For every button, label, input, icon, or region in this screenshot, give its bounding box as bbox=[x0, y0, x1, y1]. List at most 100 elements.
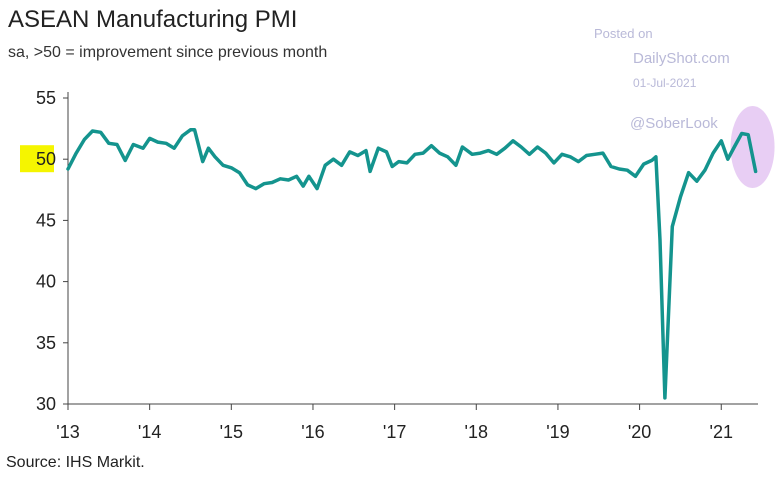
y-tick-label-45: 45 bbox=[36, 210, 56, 230]
x-tick-label-2016: '16 bbox=[301, 422, 324, 442]
data-point-49 bbox=[446, 155, 449, 158]
data-point-78 bbox=[671, 225, 674, 228]
data-point-69 bbox=[609, 165, 613, 168]
data-point-55 bbox=[495, 153, 498, 156]
data-point-84 bbox=[720, 139, 723, 143]
data-point-38 bbox=[364, 149, 368, 152]
data-point-47 bbox=[430, 144, 433, 147]
data-point-3 bbox=[91, 129, 94, 133]
data-point-60 bbox=[536, 145, 539, 149]
y-tick-highlight-50 bbox=[20, 145, 54, 173]
x-tick-label-2019: '19 bbox=[546, 422, 569, 442]
data-point-43 bbox=[397, 160, 400, 163]
data-point-22 bbox=[238, 171, 241, 174]
data-point-33 bbox=[324, 164, 327, 167]
data-point-6 bbox=[115, 143, 119, 146]
data-point-25 bbox=[262, 182, 266, 185]
data-point-73 bbox=[642, 162, 645, 166]
x-tick-label-2017: '17 bbox=[383, 422, 406, 442]
data-point-35 bbox=[340, 164, 343, 167]
data-point-11 bbox=[156, 140, 160, 144]
data-point-57 bbox=[511, 139, 515, 143]
data-point-66 bbox=[585, 154, 588, 157]
y-tick-label-55: 55 bbox=[36, 88, 56, 108]
data-point-64 bbox=[568, 155, 572, 158]
data-point-19 bbox=[213, 155, 217, 158]
data-point-54 bbox=[487, 149, 490, 152]
data-point-83 bbox=[711, 151, 715, 155]
data-point-29 bbox=[295, 175, 298, 178]
chart-title: ASEAN Manufacturing PMI bbox=[8, 6, 298, 33]
data-point-85 bbox=[726, 158, 729, 161]
data-point-32 bbox=[315, 187, 319, 190]
data-point-16 bbox=[193, 128, 196, 132]
data-point-17 bbox=[201, 160, 204, 163]
data-point-5 bbox=[107, 142, 111, 145]
data-point-18 bbox=[207, 146, 210, 150]
data-point-87 bbox=[740, 132, 743, 135]
data-point-88 bbox=[747, 133, 750, 136]
data-point-37 bbox=[356, 154, 360, 157]
data-point-80 bbox=[687, 171, 690, 174]
data-point-79 bbox=[679, 195, 682, 199]
data-point-20 bbox=[221, 164, 225, 167]
data-point-52 bbox=[471, 153, 474, 156]
data-point-14 bbox=[181, 134, 184, 138]
data-point-74 bbox=[650, 159, 654, 162]
data-point-2 bbox=[83, 138, 86, 141]
data-point-65 bbox=[577, 160, 580, 163]
data-point-71 bbox=[626, 169, 629, 172]
latest-highlight-ellipse bbox=[730, 105, 775, 188]
data-point-26 bbox=[270, 181, 274, 184]
watermark-site: DailyShot.com bbox=[633, 50, 730, 67]
data-point-56 bbox=[503, 146, 507, 150]
watermark-posted-on: Posted on bbox=[594, 26, 653, 41]
y-tick-label-35: 35 bbox=[36, 333, 56, 353]
data-point-39 bbox=[368, 170, 372, 173]
data-point-10 bbox=[148, 137, 151, 140]
data-point-24 bbox=[254, 187, 258, 190]
data-point-1 bbox=[74, 151, 78, 155]
data-point-51 bbox=[461, 145, 464, 149]
watermark-date: 01-Jul-2021 bbox=[633, 76, 697, 90]
data-point-42 bbox=[390, 165, 394, 168]
x-tick-label-2013: '13 bbox=[56, 422, 79, 442]
data-point-46 bbox=[422, 151, 425, 155]
data-point-59 bbox=[528, 153, 531, 156]
data-point-0 bbox=[66, 167, 70, 171]
data-point-31 bbox=[307, 175, 311, 178]
data-point-67 bbox=[593, 153, 596, 156]
data-point-45 bbox=[413, 153, 417, 156]
data-point-75 bbox=[654, 155, 658, 158]
data-point-9 bbox=[141, 146, 145, 150]
chart-source: Source: IHS Markit. bbox=[6, 454, 145, 471]
x-tick-label-2021: '21 bbox=[710, 422, 733, 442]
data-point-89 bbox=[754, 170, 757, 173]
data-point-50 bbox=[454, 164, 458, 167]
data-point-44 bbox=[405, 161, 409, 165]
series-line-0 bbox=[66, 128, 758, 400]
data-point-40 bbox=[377, 146, 380, 150]
data-point-72 bbox=[634, 175, 637, 178]
data-point-34 bbox=[332, 158, 335, 161]
data-point-4 bbox=[99, 131, 102, 134]
data-point-63 bbox=[560, 153, 564, 156]
data-point-7 bbox=[123, 159, 127, 162]
data-point-68 bbox=[601, 151, 605, 155]
data-point-48 bbox=[438, 151, 441, 155]
data-point-41 bbox=[385, 150, 388, 154]
data-point-23 bbox=[246, 183, 249, 187]
data-point-70 bbox=[617, 167, 621, 171]
x-tick-label-2020: '20 bbox=[628, 422, 651, 442]
data-point-81 bbox=[695, 180, 698, 183]
data-point-36 bbox=[348, 150, 351, 154]
data-point-15 bbox=[189, 128, 192, 132]
data-point-62 bbox=[552, 161, 556, 165]
y-tick-label-40: 40 bbox=[36, 272, 56, 292]
data-point-27 bbox=[279, 177, 282, 180]
data-point-53 bbox=[479, 151, 482, 155]
data-point-12 bbox=[164, 142, 168, 145]
x-tick-label-2015: '15 bbox=[220, 422, 243, 442]
data-point-21 bbox=[230, 166, 233, 169]
